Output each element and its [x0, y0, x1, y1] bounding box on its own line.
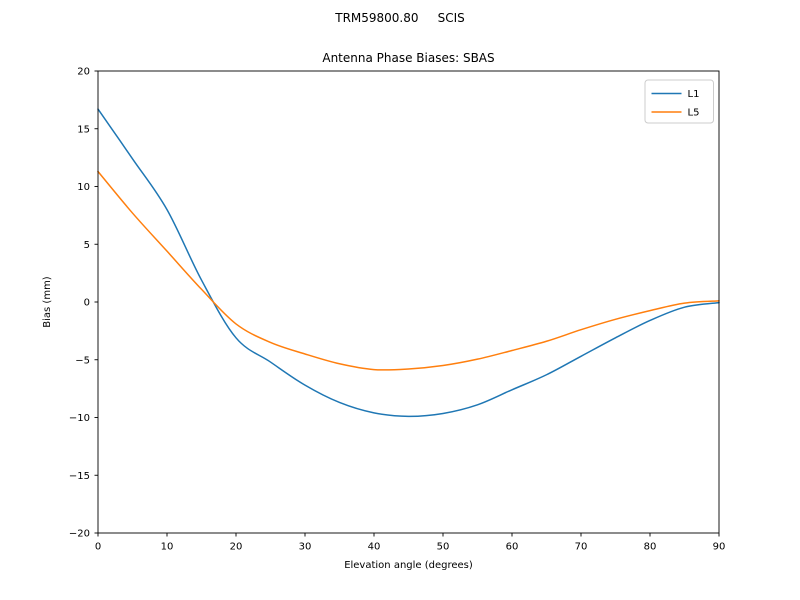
- legend-box: [644, 79, 714, 124]
- x-tick-label: 30: [299, 542, 312, 553]
- figure-title: TRM59800.80 SCIS: [334, 11, 465, 25]
- y-tick-label: 15: [77, 124, 90, 135]
- y-axis-label: Bias (mm): [42, 276, 53, 328]
- x-axis-label: Elevation angle (degrees): [344, 560, 473, 571]
- y-tick-label: 10: [77, 182, 90, 193]
- series-line-L5: [97, 170, 720, 371]
- data-curves: [97, 108, 720, 418]
- x-tick-label: 80: [644, 542, 657, 553]
- x-tick-label: 0: [95, 542, 101, 553]
- x-tick-label: 10: [161, 542, 174, 553]
- legend-label-L1: L1: [688, 89, 700, 100]
- y-tick-label: −10: [69, 413, 90, 424]
- plot-frame: [97, 70, 720, 534]
- y-tick-label: −5: [75, 355, 90, 366]
- y-tick-label: 0: [84, 298, 90, 309]
- x-tick-label: 90: [713, 542, 726, 553]
- axes-title: Antenna Phase Biases: SBAS: [322, 51, 494, 65]
- series-line-L1: [97, 108, 720, 418]
- x-tick-label: 50: [437, 542, 450, 553]
- x-tick-label: 70: [575, 542, 588, 553]
- legend-label-L5: L5: [688, 108, 700, 119]
- y-tick-label: 20: [77, 67, 90, 78]
- y-tick-label: −20: [69, 529, 90, 540]
- x-tick-label: 40: [368, 542, 381, 553]
- legend: L1 L5: [644, 79, 714, 124]
- x-tick-label: 60: [506, 542, 519, 553]
- y-tick-label: 5: [84, 240, 90, 251]
- y-tick-label: −15: [69, 471, 90, 482]
- axis-ticks: 0 10 20 30 40 50 60 70 80 90 −20 −15 −10 −5 0 5 10 15 20: [69, 67, 725, 553]
- x-tick-label: 20: [230, 542, 243, 553]
